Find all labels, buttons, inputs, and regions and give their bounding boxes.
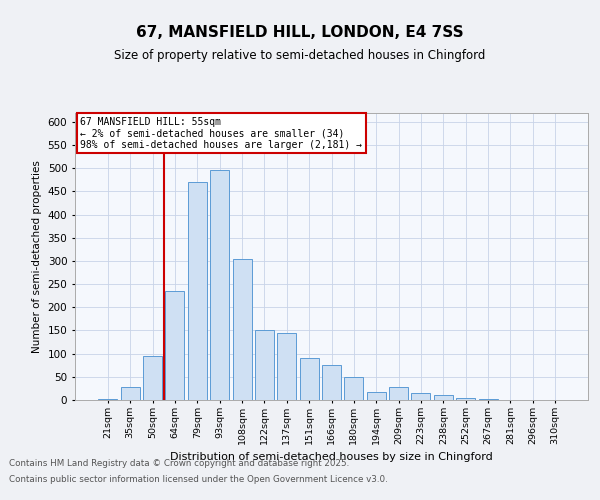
Bar xyxy=(210,170,229,400)
Bar xyxy=(166,291,184,400)
Text: Size of property relative to semi-detached houses in Chingford: Size of property relative to semi-detach… xyxy=(115,48,485,62)
Bar xyxy=(367,392,386,400)
Bar xyxy=(434,396,453,400)
Bar xyxy=(98,398,118,400)
Bar xyxy=(277,333,296,400)
Text: 67 MANSFIELD HILL: 55sqm
← 2% of semi-detached houses are smaller (34)
98% of se: 67 MANSFIELD HILL: 55sqm ← 2% of semi-de… xyxy=(80,117,362,150)
Bar xyxy=(479,398,497,400)
Bar xyxy=(143,356,162,400)
Text: Contains HM Land Registry data © Crown copyright and database right 2025.: Contains HM Land Registry data © Crown c… xyxy=(9,460,349,468)
Bar xyxy=(389,387,408,400)
Text: Contains public sector information licensed under the Open Government Licence v3: Contains public sector information licen… xyxy=(9,474,388,484)
X-axis label: Distribution of semi-detached houses by size in Chingford: Distribution of semi-detached houses by … xyxy=(170,452,493,462)
Bar xyxy=(121,387,140,400)
Bar xyxy=(233,258,251,400)
Text: 67, MANSFIELD HILL, LONDON, E4 7SS: 67, MANSFIELD HILL, LONDON, E4 7SS xyxy=(136,25,464,40)
Bar xyxy=(255,330,274,400)
Y-axis label: Number of semi-detached properties: Number of semi-detached properties xyxy=(32,160,42,352)
Bar xyxy=(299,358,319,400)
Bar xyxy=(412,393,430,400)
Bar xyxy=(322,365,341,400)
Bar xyxy=(188,182,207,400)
Bar xyxy=(344,377,364,400)
Bar xyxy=(456,398,475,400)
